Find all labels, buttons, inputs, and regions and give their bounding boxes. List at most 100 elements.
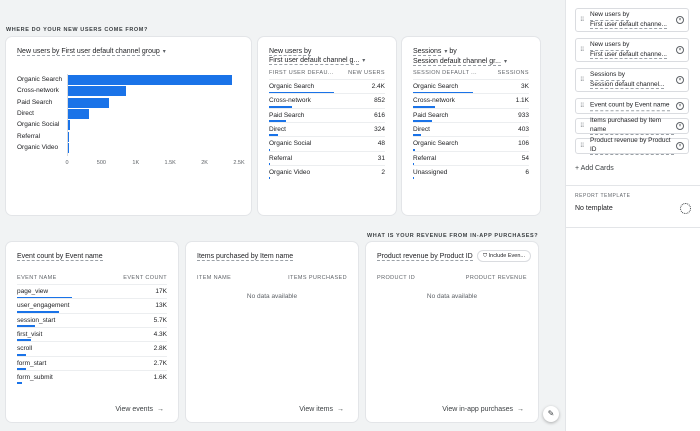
sessions-title-line1[interactable]: Sessions xyxy=(413,48,442,56)
sessions-title-line2[interactable]: Session default channel gr... xyxy=(413,58,501,66)
view-in-app-purchases-link[interactable]: View in-app purchases → xyxy=(442,406,524,413)
row-label: Direct xyxy=(413,125,430,133)
bar[interactable] xyxy=(67,75,233,85)
bar[interactable] xyxy=(67,97,110,108)
template-picker-icon[interactable] xyxy=(680,203,691,214)
items-purchased-card[interactable]: Items purchased by Item name ITEM NAME I… xyxy=(186,242,358,422)
add-cards-button[interactable]: + Add Cards xyxy=(575,165,614,172)
table-row[interactable]: Organic Search 106 xyxy=(413,136,529,151)
row-share-bar xyxy=(269,105,293,108)
drag-handle-icon[interactable]: ⠿ xyxy=(580,143,585,150)
table-header: FIRST USER DEFAU... NEW USERS xyxy=(269,70,385,76)
chevron-down-icon[interactable]: ▾ xyxy=(444,49,448,55)
table-row[interactable]: Organic Social 48 xyxy=(269,136,385,151)
bar[interactable] xyxy=(67,108,90,119)
sidebar-card[interactable]: ⠿ New users by First user default channe..… xyxy=(575,38,689,62)
view-events-link[interactable]: View events → xyxy=(115,406,164,413)
row-label: Organic Search xyxy=(413,140,459,148)
drag-handle-icon[interactable]: ⠿ xyxy=(580,123,585,130)
sidebar-card-line1: New users by xyxy=(590,41,630,51)
add-cards-label[interactable]: Add Cards xyxy=(580,165,614,172)
view-events-label[interactable]: View events xyxy=(115,406,153,413)
filter-chip[interactable]: ⛉ Include Even... xyxy=(476,250,531,262)
events-card-title[interactable]: Event count by Event name xyxy=(17,252,103,261)
chevron-down-icon[interactable]: ▾ xyxy=(162,49,166,55)
event-count-card[interactable]: Event count by Event name EVENT NAME EVE… xyxy=(6,242,178,422)
items-card-title[interactable]: Items purchased by Item name xyxy=(197,252,294,261)
sidebar-card[interactable]: ⠿ New users by First user default channe..… xyxy=(575,8,689,32)
table-row[interactable]: Direct 403 xyxy=(413,121,529,137)
row-share-bar xyxy=(269,177,270,180)
bar[interactable] xyxy=(67,131,70,142)
row-share-bar xyxy=(269,134,278,137)
table-row[interactable]: Referral 54 xyxy=(413,150,529,165)
revenue-card-title[interactable]: Product revenue by Product ID xyxy=(377,252,473,261)
sidebar-card-line2-text: First user default channe... xyxy=(590,50,667,59)
table-row[interactable]: user_engagement 13K xyxy=(17,298,167,313)
table-row[interactable]: scroll 2.8K xyxy=(17,341,167,356)
new-users-title-line2[interactable]: First user default channel g... xyxy=(269,57,360,65)
row-label: Cross-network xyxy=(413,97,455,105)
table-row[interactable]: form_start 2.7K xyxy=(17,355,167,370)
chevron-down-icon[interactable]: ▾ xyxy=(362,58,366,64)
sidebar-card[interactable]: ⠿ Items purchased by Item name × xyxy=(575,117,689,135)
view-items-link[interactable]: View items → xyxy=(299,406,344,413)
row-value: 324 xyxy=(374,125,385,133)
row-value: 17K xyxy=(155,288,167,295)
remove-card-icon[interactable]: × xyxy=(676,16,684,24)
view-in-app-purchases-label[interactable]: View in-app purchases xyxy=(442,406,513,413)
view-items-label[interactable]: View items xyxy=(299,406,333,413)
table-row[interactable]: Organic Video 2 xyxy=(269,164,385,180)
new-users-chart-card[interactable]: New users by First user default channel … xyxy=(6,37,251,215)
plus-icon[interactable]: + xyxy=(575,165,580,172)
row-label: form_submit xyxy=(17,373,53,381)
remove-card-icon[interactable]: × xyxy=(676,76,684,84)
sidebar-card[interactable]: ⠿ Event count by Event name × xyxy=(575,98,689,114)
revenue-title-text[interactable]: Product revenue by Product ID xyxy=(377,253,473,261)
remove-card-icon[interactable]: × xyxy=(676,46,684,54)
items-title-text[interactable]: Items purchased by Item name xyxy=(197,253,294,261)
chevron-down-icon[interactable]: ▾ xyxy=(503,59,507,65)
table-row[interactable]: Organic Search 3K xyxy=(413,79,529,94)
drag-handle-icon[interactable]: ⠿ xyxy=(580,103,585,110)
table-row[interactable]: Referral 31 xyxy=(269,150,385,165)
row-value: 2.8K xyxy=(153,345,167,353)
table-row[interactable]: Direct 324 xyxy=(269,121,385,137)
table-row[interactable]: form_submit 1.6K xyxy=(17,369,167,385)
table-row[interactable]: Organic Search 2.4K xyxy=(269,79,385,94)
arrow-right-icon[interactable]: → xyxy=(157,406,164,413)
feedback-icon[interactable]: ✎ xyxy=(543,406,559,422)
new-users-title-line1[interactable]: New users by xyxy=(269,48,312,56)
drag-handle-icon[interactable]: ⠿ xyxy=(580,17,585,24)
sidebar-card-line1: Product revenue by Product ID xyxy=(590,137,674,155)
table-row[interactable]: Paid Search 933 xyxy=(413,107,529,123)
new-users-table-card[interactable]: New users by First user default channel … xyxy=(258,37,396,215)
chart-card-title-text[interactable]: New users by First user default channel … xyxy=(17,48,160,56)
table-row[interactable]: Cross-network 852 xyxy=(269,93,385,108)
sidebar-card[interactable]: ⠿ Product revenue by Product ID × xyxy=(575,137,689,155)
table-row[interactable]: session_start 5.7K xyxy=(17,312,167,328)
chart-card-title[interactable]: New users by First user default channel … xyxy=(17,47,166,57)
remove-card-icon[interactable]: × xyxy=(676,102,684,110)
new-users-card-title[interactable]: New users by First user default channel … xyxy=(269,47,365,66)
remove-card-icon[interactable]: × xyxy=(676,142,684,150)
table-row[interactable]: Paid Search 616 xyxy=(269,107,385,123)
remove-card-icon[interactable]: × xyxy=(676,122,684,130)
table-row[interactable]: Unassigned 6 xyxy=(413,164,529,180)
table-row[interactable]: page_view 17K xyxy=(17,284,167,299)
arrow-right-icon[interactable]: → xyxy=(337,406,344,413)
sidebar-card[interactable]: ⠿ Sessions by Session default channel... × xyxy=(575,68,689,92)
sessions-card-title[interactable]: Sessions ▾ by Session default channel gr.… xyxy=(413,47,507,67)
row-label: session_start xyxy=(17,316,56,324)
events-title-text[interactable]: Event count by Event name xyxy=(17,253,103,261)
sessions-table-card[interactable]: Sessions ▾ by Session default channel gr.… xyxy=(402,37,540,215)
product-revenue-card[interactable]: Product revenue by Product ID ⛉ Include … xyxy=(366,242,538,422)
table-row[interactable]: Cross-network 1.1K xyxy=(413,93,529,108)
drag-handle-icon[interactable]: ⠿ xyxy=(580,77,585,84)
drag-handle-icon[interactable]: ⠿ xyxy=(580,47,585,54)
bar[interactable] xyxy=(67,120,71,131)
filter-chip-label[interactable]: Include Even... xyxy=(488,253,525,259)
table-row[interactable]: first_visit 4.3K xyxy=(17,326,167,342)
arrow-right-icon[interactable]: → xyxy=(517,406,524,413)
bar[interactable] xyxy=(67,86,126,97)
